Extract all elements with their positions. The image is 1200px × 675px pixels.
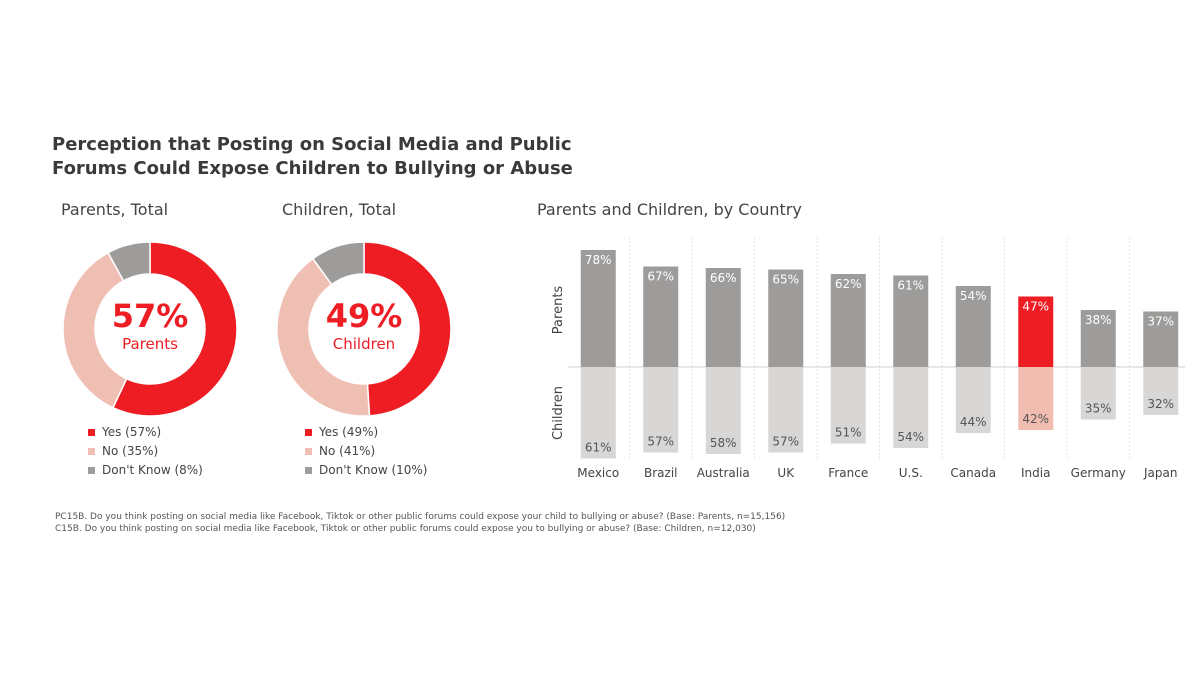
category-label: France [828, 466, 868, 480]
category-label: Germany [1071, 466, 1126, 480]
data-label-children: 54% [897, 430, 924, 444]
legend-swatch-yes [305, 429, 312, 436]
bar-children-india [1018, 367, 1054, 430]
donut-children-slice-yes [363, 241, 452, 417]
donut-parents-center-value: 57% [112, 297, 189, 335]
legend-item-dont-know: Don't Know (8%) [88, 461, 203, 480]
legend-item-yes: Yes (57%) [88, 423, 203, 442]
data-label-parents: 38% [1085, 313, 1112, 327]
legend-item-yes: Yes (49%) [305, 423, 428, 442]
legend-item-dont-know: Don't Know (10%) [305, 461, 428, 480]
category-label: Mexico [577, 466, 619, 480]
title-line-1: Perception that Posting on Social Media … [52, 134, 572, 155]
bar-children-us [893, 367, 929, 448]
donut-children-center-label: Children [333, 335, 395, 353]
footnote-parents: PC15B. Do you think posting on social me… [55, 512, 786, 522]
bar-parents-mexico [580, 250, 616, 367]
bar-parents-japan [1143, 311, 1179, 367]
children-total-subtitle: Children, Total [282, 200, 397, 219]
category-label: Australia [697, 466, 750, 480]
data-label-parents: 61% [897, 279, 924, 293]
bar-children-mexico [580, 367, 616, 459]
parents-total-subtitle: Parents, Total [61, 200, 169, 219]
bar-children-canada [955, 367, 991, 433]
bar-children-france [830, 367, 866, 444]
data-label-children: 57% [772, 435, 799, 449]
legend-swatch-dont-know [305, 467, 312, 474]
data-label-parents: 65% [772, 273, 799, 287]
bar-parents-india [1018, 296, 1054, 367]
data-label-children: 44% [960, 415, 987, 429]
donut-parents-slice-no [62, 251, 128, 409]
parents-legend: Yes (57%) No (35%) Don't Know (8%) [88, 423, 203, 480]
data-label-children: 35% [1085, 402, 1112, 416]
donut-children-slice-dont-know [311, 241, 365, 286]
category-label: U.S. [899, 466, 923, 480]
data-label-parents: 47% [1022, 300, 1049, 314]
series-label-parents: Parents [551, 286, 566, 335]
legend-label-no: No (41%) [319, 444, 376, 458]
data-label-parents: 66% [710, 271, 737, 285]
legend-label-dont-know: Don't Know (10%) [319, 463, 428, 477]
donut-children-slice-no [276, 257, 371, 417]
bar-parents-canada [955, 286, 991, 367]
bar-children-brazil [643, 367, 679, 453]
bar-children-japan [1143, 367, 1179, 415]
chart-title: Perception that Posting on Social Media … [52, 133, 612, 181]
category-label: Canada [950, 466, 996, 480]
footnote-children: C15B. Do you think posting on social med… [55, 524, 756, 534]
data-label-parents: 54% [960, 289, 987, 303]
data-label-parents: 37% [1147, 315, 1174, 329]
bar-parents-us [893, 275, 929, 367]
data-label-parents: 78% [585, 253, 612, 267]
footnotes: PC15B. Do you think posting on social me… [55, 511, 785, 535]
data-label-children: 42% [1022, 412, 1049, 426]
legend-swatch-yes [88, 429, 95, 436]
donut-children-center-value: 49% [326, 297, 403, 335]
legend-swatch-no [305, 448, 312, 455]
series-label-children: Children [551, 386, 566, 440]
category-label: Japan [1143, 466, 1177, 480]
legend-label-dont-know: Don't Know (8%) [102, 463, 203, 477]
category-label: Brazil [644, 466, 678, 480]
bar-parents-brazil [643, 266, 679, 367]
bar-children-uk [768, 367, 804, 453]
bar-children-australia [705, 367, 741, 454]
legend-item-no: No (35%) [88, 442, 203, 461]
data-label-children: 61% [585, 441, 612, 455]
data-label-children: 57% [647, 435, 674, 449]
data-label-parents: 62% [835, 277, 862, 291]
title-line-2: Forums Could Expose Children to Bullying… [52, 158, 573, 179]
bar-parents-france [830, 274, 866, 367]
donut-parents-slice-yes [111, 241, 238, 417]
donut-parents-slice-dont-know [107, 241, 151, 282]
legend-label-yes: Yes (57%) [102, 425, 162, 439]
category-label: India [1021, 466, 1050, 480]
children-legend: Yes (49%) No (41%) Don't Know (10%) [305, 423, 428, 480]
data-label-parents: 67% [647, 270, 674, 284]
category-label: UK [777, 466, 795, 480]
legend-swatch-dont-know [88, 467, 95, 474]
legend-swatch-no [88, 448, 95, 455]
legend-item-no: No (41%) [305, 442, 428, 461]
bar-children-germany [1080, 367, 1116, 420]
donut-parents-center-label: Parents [122, 335, 178, 353]
data-label-children: 32% [1147, 397, 1174, 411]
bar-parents-australia [705, 268, 741, 367]
legend-label-no: No (35%) [102, 444, 159, 458]
data-label-children: 51% [835, 426, 862, 440]
bar-parents-germany [1080, 310, 1116, 367]
bar-parents-uk [768, 269, 804, 367]
data-label-children: 58% [710, 436, 737, 450]
legend-label-yes: Yes (49%) [319, 425, 379, 439]
by-country-subtitle: Parents and Children, by Country [537, 200, 802, 219]
